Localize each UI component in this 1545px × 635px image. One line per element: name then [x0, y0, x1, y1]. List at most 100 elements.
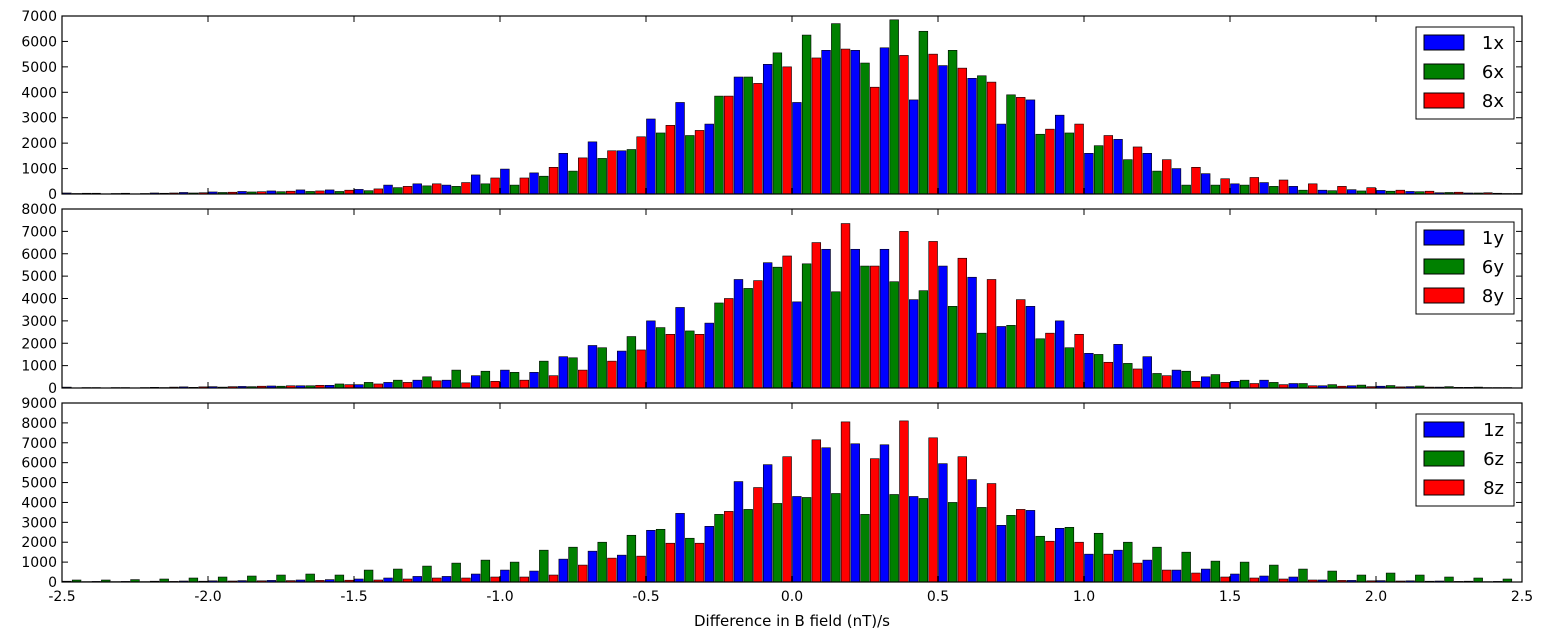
bar-6z [1385, 572, 1396, 583]
bar-6y [947, 306, 958, 389]
bar-6z [860, 514, 870, 583]
bar-8z [1220, 576, 1230, 583]
bar-8z [1162, 569, 1172, 583]
bar-6y [1152, 373, 1162, 389]
bar-8x [840, 48, 851, 195]
bar-8y [607, 360, 617, 389]
bar-1x [324, 189, 335, 195]
bar-6z [568, 546, 578, 583]
x-tick-label: -1.0 [486, 589, 513, 605]
bar-6x [918, 30, 929, 195]
bar-1z [412, 576, 422, 583]
bar-6z [1239, 561, 1250, 583]
y-tick-label: 5000 [21, 269, 57, 285]
bar-6z [451, 562, 461, 583]
bar-6x [1269, 186, 1279, 195]
bar-1x [1054, 114, 1065, 195]
legend-label: 6x [1482, 62, 1504, 83]
bar-8z [840, 421, 851, 583]
bar-1y [879, 248, 890, 389]
y-tick-label: 4000 [21, 292, 57, 308]
x-tick-label: 2.0 [1365, 589, 1387, 605]
bar-6x [1210, 184, 1221, 195]
bar-6y [1269, 382, 1279, 389]
bar-1x [996, 123, 1006, 195]
bar-6y [831, 291, 841, 389]
bar-1z [558, 558, 568, 583]
bar-6z [977, 507, 987, 583]
bar-6x [451, 186, 461, 195]
y-tick-label: 2000 [21, 136, 57, 152]
bar-6y [772, 266, 783, 389]
bar-1y [1084, 353, 1094, 389]
bar-8x [548, 167, 559, 195]
bar-1x [1142, 153, 1152, 195]
legend-swatch [1423, 63, 1465, 80]
bar-8z [724, 511, 734, 583]
y-tick-label: 3000 [21, 111, 57, 127]
bar-8x [636, 136, 646, 195]
bar-8y [694, 333, 705, 389]
bar-6y [1035, 338, 1045, 389]
bar-6z [1093, 532, 1104, 583]
bar-8z [548, 574, 559, 583]
bar-6z [509, 561, 520, 583]
y-tick-label: 3000 [21, 515, 57, 531]
bar-6z [947, 502, 958, 583]
bar-8z [1016, 509, 1026, 583]
y-tick-label: 2000 [21, 336, 57, 352]
bar-6x [626, 149, 637, 195]
y-tick-label: 7000 [21, 9, 57, 25]
bar-8x [724, 95, 734, 195]
bar-6z [1123, 541, 1133, 583]
bar-6y [655, 327, 666, 389]
x-tick-label: -1.5 [340, 589, 367, 605]
bar-6y [889, 281, 899, 389]
bar-8y [490, 380, 500, 389]
bar-1x [704, 123, 714, 195]
legend-swatch [1423, 229, 1465, 246]
bar-1y [412, 379, 422, 389]
bar-1y [587, 345, 598, 389]
bar-1z [1288, 576, 1298, 583]
bar-6z [1327, 570, 1337, 583]
y-tick-label: 8000 [21, 416, 57, 432]
bar-8y [461, 382, 471, 389]
bar-1x [938, 65, 948, 195]
bar-1z [879, 444, 890, 583]
bar-1z [529, 570, 539, 583]
bar-6z [597, 541, 607, 583]
y-tick-label: 0 [48, 381, 57, 397]
x-tick-label: -2.0 [194, 589, 221, 605]
bar-6z [714, 514, 724, 583]
bar-6x [655, 132, 666, 195]
y-tick-label: 4000 [21, 495, 57, 511]
legend-label: 1z [1483, 420, 1504, 441]
bar-1y [850, 248, 860, 389]
bar-6x [1035, 133, 1045, 195]
bar-1x [441, 184, 452, 195]
bar-8y [1249, 383, 1260, 389]
bar-1z [675, 513, 685, 583]
bar-8y [1045, 332, 1055, 389]
bar-1x [470, 174, 481, 195]
bar-8y [811, 242, 822, 389]
bar-8x [1132, 146, 1143, 195]
bar-6z [1006, 515, 1016, 583]
legend-swatch [1423, 287, 1465, 304]
legend-swatch [1423, 450, 1465, 467]
bar-8y [402, 382, 413, 389]
bar-8x [1162, 159, 1172, 195]
x-tick-label: 0.5 [927, 589, 949, 605]
bar-6z [831, 493, 841, 583]
legend-swatch [1423, 92, 1465, 109]
bar-6x [1152, 170, 1162, 195]
bar-1y [558, 356, 568, 389]
bar-1y [1259, 379, 1269, 389]
bar-8y [432, 380, 442, 389]
bar-6z [1298, 568, 1308, 583]
legend-swatch [1423, 479, 1465, 496]
bar-1x [1230, 183, 1240, 195]
bar-6y [626, 336, 637, 389]
bar-1z [938, 463, 948, 583]
